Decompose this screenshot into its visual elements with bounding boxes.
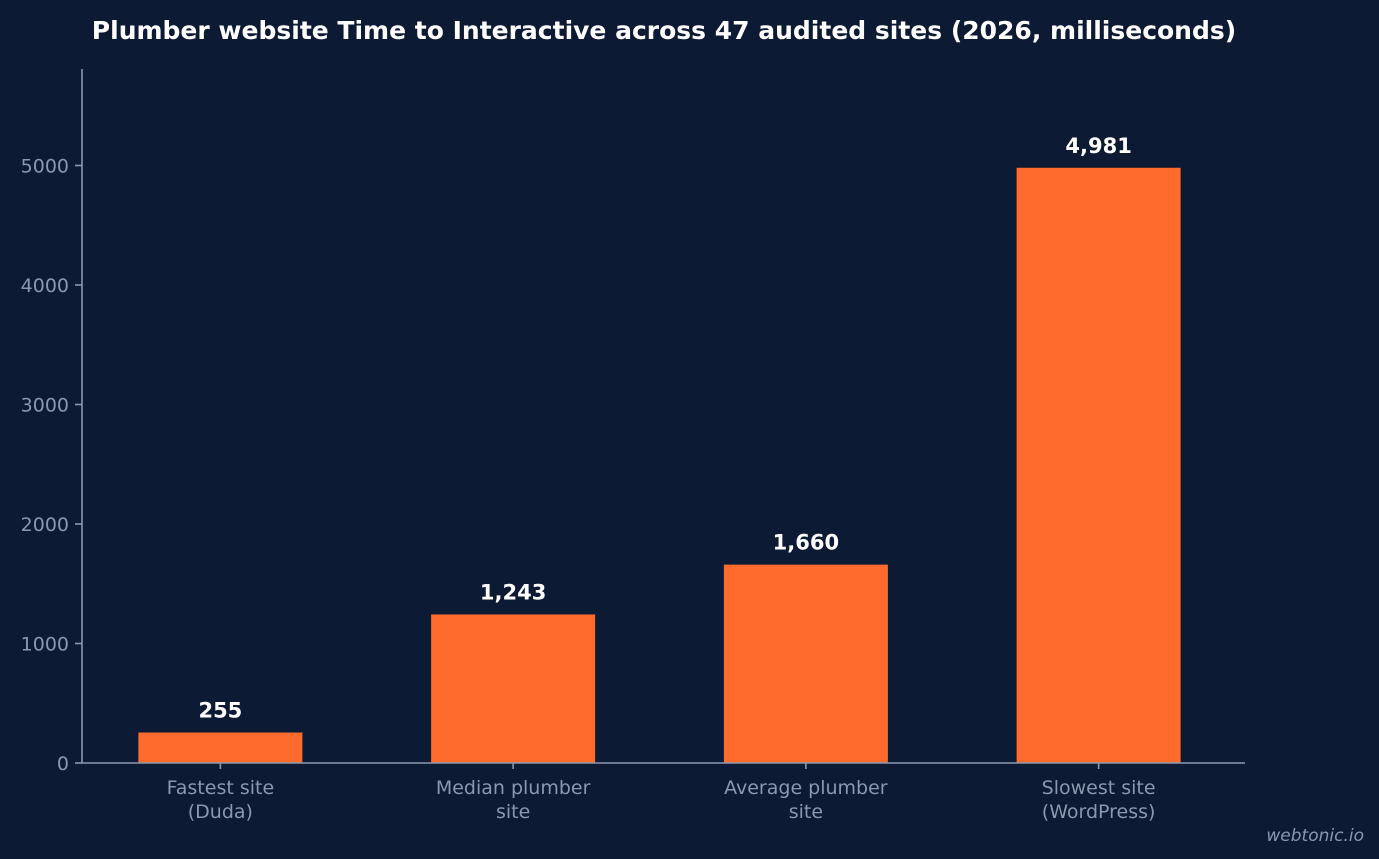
x-category-label: (Duda): [188, 801, 253, 823]
bar: [723, 564, 888, 763]
y-tick-label: 2000: [21, 514, 69, 536]
watermark: webtonic.io: [1266, 826, 1364, 846]
y-tick-label: 4000: [21, 275, 69, 297]
bars: 255 1,243 1,660 4,981: [138, 134, 1181, 763]
bar-value-label: 255: [198, 699, 242, 723]
x-category-label: site: [789, 801, 823, 823]
bar-value-label: 1,243: [480, 580, 546, 604]
x-axis: Fastest site(Duda)Median plumbersiteAver…: [82, 762, 1245, 823]
chart-title: Plumber website Time to Interactive acro…: [92, 16, 1236, 45]
y-tick-label: 3000: [21, 395, 69, 417]
bar: [1016, 167, 1181, 763]
bar: [431, 614, 596, 763]
x-category-label: Fastest site: [167, 777, 275, 799]
y-axis: 0 1000 2000 3000 4000 5000: [21, 69, 83, 775]
y-tick-label: 0: [57, 753, 69, 775]
bar-value-label: 1,660: [773, 531, 839, 555]
x-category-label: Average plumber: [724, 777, 888, 799]
y-tick-label: 5000: [21, 156, 69, 178]
x-category-label: Slowest site: [1042, 777, 1156, 799]
x-category-label: site: [496, 801, 530, 823]
bar-value-label: 4,981: [1065, 134, 1131, 158]
bar: [138, 732, 303, 763]
y-tick-label: 1000: [21, 634, 69, 656]
x-category-label: Median plumber: [436, 777, 591, 799]
x-category-label: (WordPress): [1042, 801, 1156, 823]
